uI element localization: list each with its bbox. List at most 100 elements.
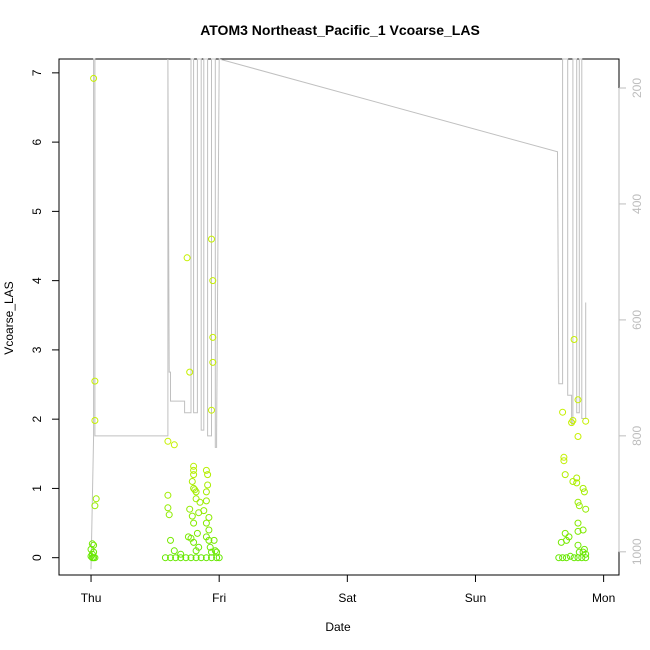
- data-point: [196, 498, 204, 506]
- data-point: [186, 368, 194, 376]
- data-point: [206, 543, 214, 551]
- data-point: [190, 466, 198, 474]
- data-point: [202, 466, 210, 474]
- data-point: [579, 526, 587, 534]
- data-point: [211, 547, 219, 555]
- right-y-tick-label: 200: [630, 78, 644, 98]
- data-point: [187, 554, 195, 562]
- data-point: [167, 536, 174, 544]
- data-point: [170, 441, 178, 449]
- data-point: [559, 408, 567, 416]
- x-tick-label: Thu: [81, 591, 102, 605]
- y-tick-label: 2: [30, 416, 44, 423]
- data-point: [570, 554, 578, 562]
- data-point: [186, 505, 194, 513]
- data-point: [205, 526, 213, 534]
- data-point: [209, 358, 217, 366]
- y-axis-label: Vcoarse_LAS: [2, 281, 16, 354]
- scatter-points: [87, 74, 590, 562]
- x-tick-label: Sat: [338, 591, 357, 605]
- y-tick-label: 3: [30, 346, 44, 353]
- data-point: [190, 462, 198, 470]
- data-point: [165, 511, 173, 519]
- right-y-tick-label: 600: [630, 310, 644, 330]
- data-point: [209, 333, 217, 341]
- chart-title: ATOM3 Northeast_Pacific_1 Vcoarse_LAS: [200, 22, 480, 38]
- data-point: [574, 527, 582, 535]
- data-point: [204, 481, 212, 489]
- data-point: [190, 519, 198, 527]
- data-point: [202, 519, 210, 527]
- right-y-tick-label: 400: [630, 194, 644, 214]
- data-point: [582, 554, 590, 562]
- data-point: [579, 484, 587, 492]
- data-point: [204, 471, 212, 479]
- y-tick-label: 5: [30, 208, 44, 215]
- data-point: [90, 74, 98, 82]
- data-point: [574, 433, 582, 440]
- data-point: [91, 554, 99, 562]
- data-point: [565, 533, 573, 541]
- x-axis: Thu Fri Sat Sun Mon: [81, 574, 615, 605]
- data-point: [91, 377, 99, 385]
- data-point: [208, 554, 215, 562]
- data-point: [190, 538, 198, 546]
- data-point: [192, 488, 200, 496]
- data-point: [582, 417, 590, 425]
- x-tick-label: Mon: [592, 591, 615, 605]
- data-point: [91, 502, 99, 510]
- line-series-path: [90, 58, 587, 570]
- plot-frame: [58, 58, 620, 576]
- data-point: [561, 529, 569, 537]
- data-point: [164, 491, 172, 499]
- data-point: [580, 488, 588, 496]
- data-point: [202, 497, 210, 505]
- data-point: [177, 550, 185, 558]
- data-point: [574, 554, 582, 562]
- data-point: [202, 554, 210, 562]
- data-point: [190, 471, 198, 479]
- data-point: [573, 474, 581, 482]
- data-point: [209, 277, 217, 285]
- data-point: [192, 554, 200, 562]
- y-tick-label: 4: [30, 277, 44, 284]
- data-point: [570, 336, 578, 343]
- data-point: [582, 505, 590, 513]
- y-tick-label: 0: [30, 554, 44, 561]
- data-point: [192, 547, 200, 555]
- data-point: [215, 554, 223, 562]
- data-point: [210, 536, 218, 544]
- right-y-tick-label: 1000: [630, 538, 644, 565]
- data-point: [561, 471, 569, 479]
- data-point: [560, 453, 568, 461]
- y-axis: 0 1 2 3 4 5 6 7: [30, 69, 60, 561]
- data-point: [170, 547, 178, 555]
- data-point: [566, 552, 574, 560]
- data-point: [208, 406, 215, 414]
- data-point: [192, 495, 200, 503]
- data-point: [193, 529, 201, 537]
- data-point: [569, 478, 577, 485]
- data-point: [202, 488, 210, 496]
- data-point: [574, 498, 582, 506]
- data-point: [164, 504, 172, 512]
- data-point: [559, 554, 567, 562]
- data-point: [161, 554, 169, 562]
- data-point: [569, 417, 577, 424]
- data-point: [91, 417, 99, 424]
- y-tick-label: 1: [30, 485, 44, 492]
- data-point: [188, 512, 196, 520]
- data-point: [205, 514, 213, 521]
- y-tick-label: 6: [30, 138, 44, 145]
- data-point: [182, 554, 190, 562]
- y-tick-label: 7: [30, 69, 44, 76]
- data-point: [575, 502, 583, 510]
- data-point: [573, 479, 581, 487]
- data-point: [560, 457, 568, 465]
- data-point: [92, 495, 100, 503]
- x-tick-label: Fri: [212, 591, 226, 605]
- data-point: [578, 554, 586, 562]
- data-point: [563, 554, 570, 562]
- data-point: [574, 396, 582, 404]
- right-axis-line-series: [90, 58, 587, 570]
